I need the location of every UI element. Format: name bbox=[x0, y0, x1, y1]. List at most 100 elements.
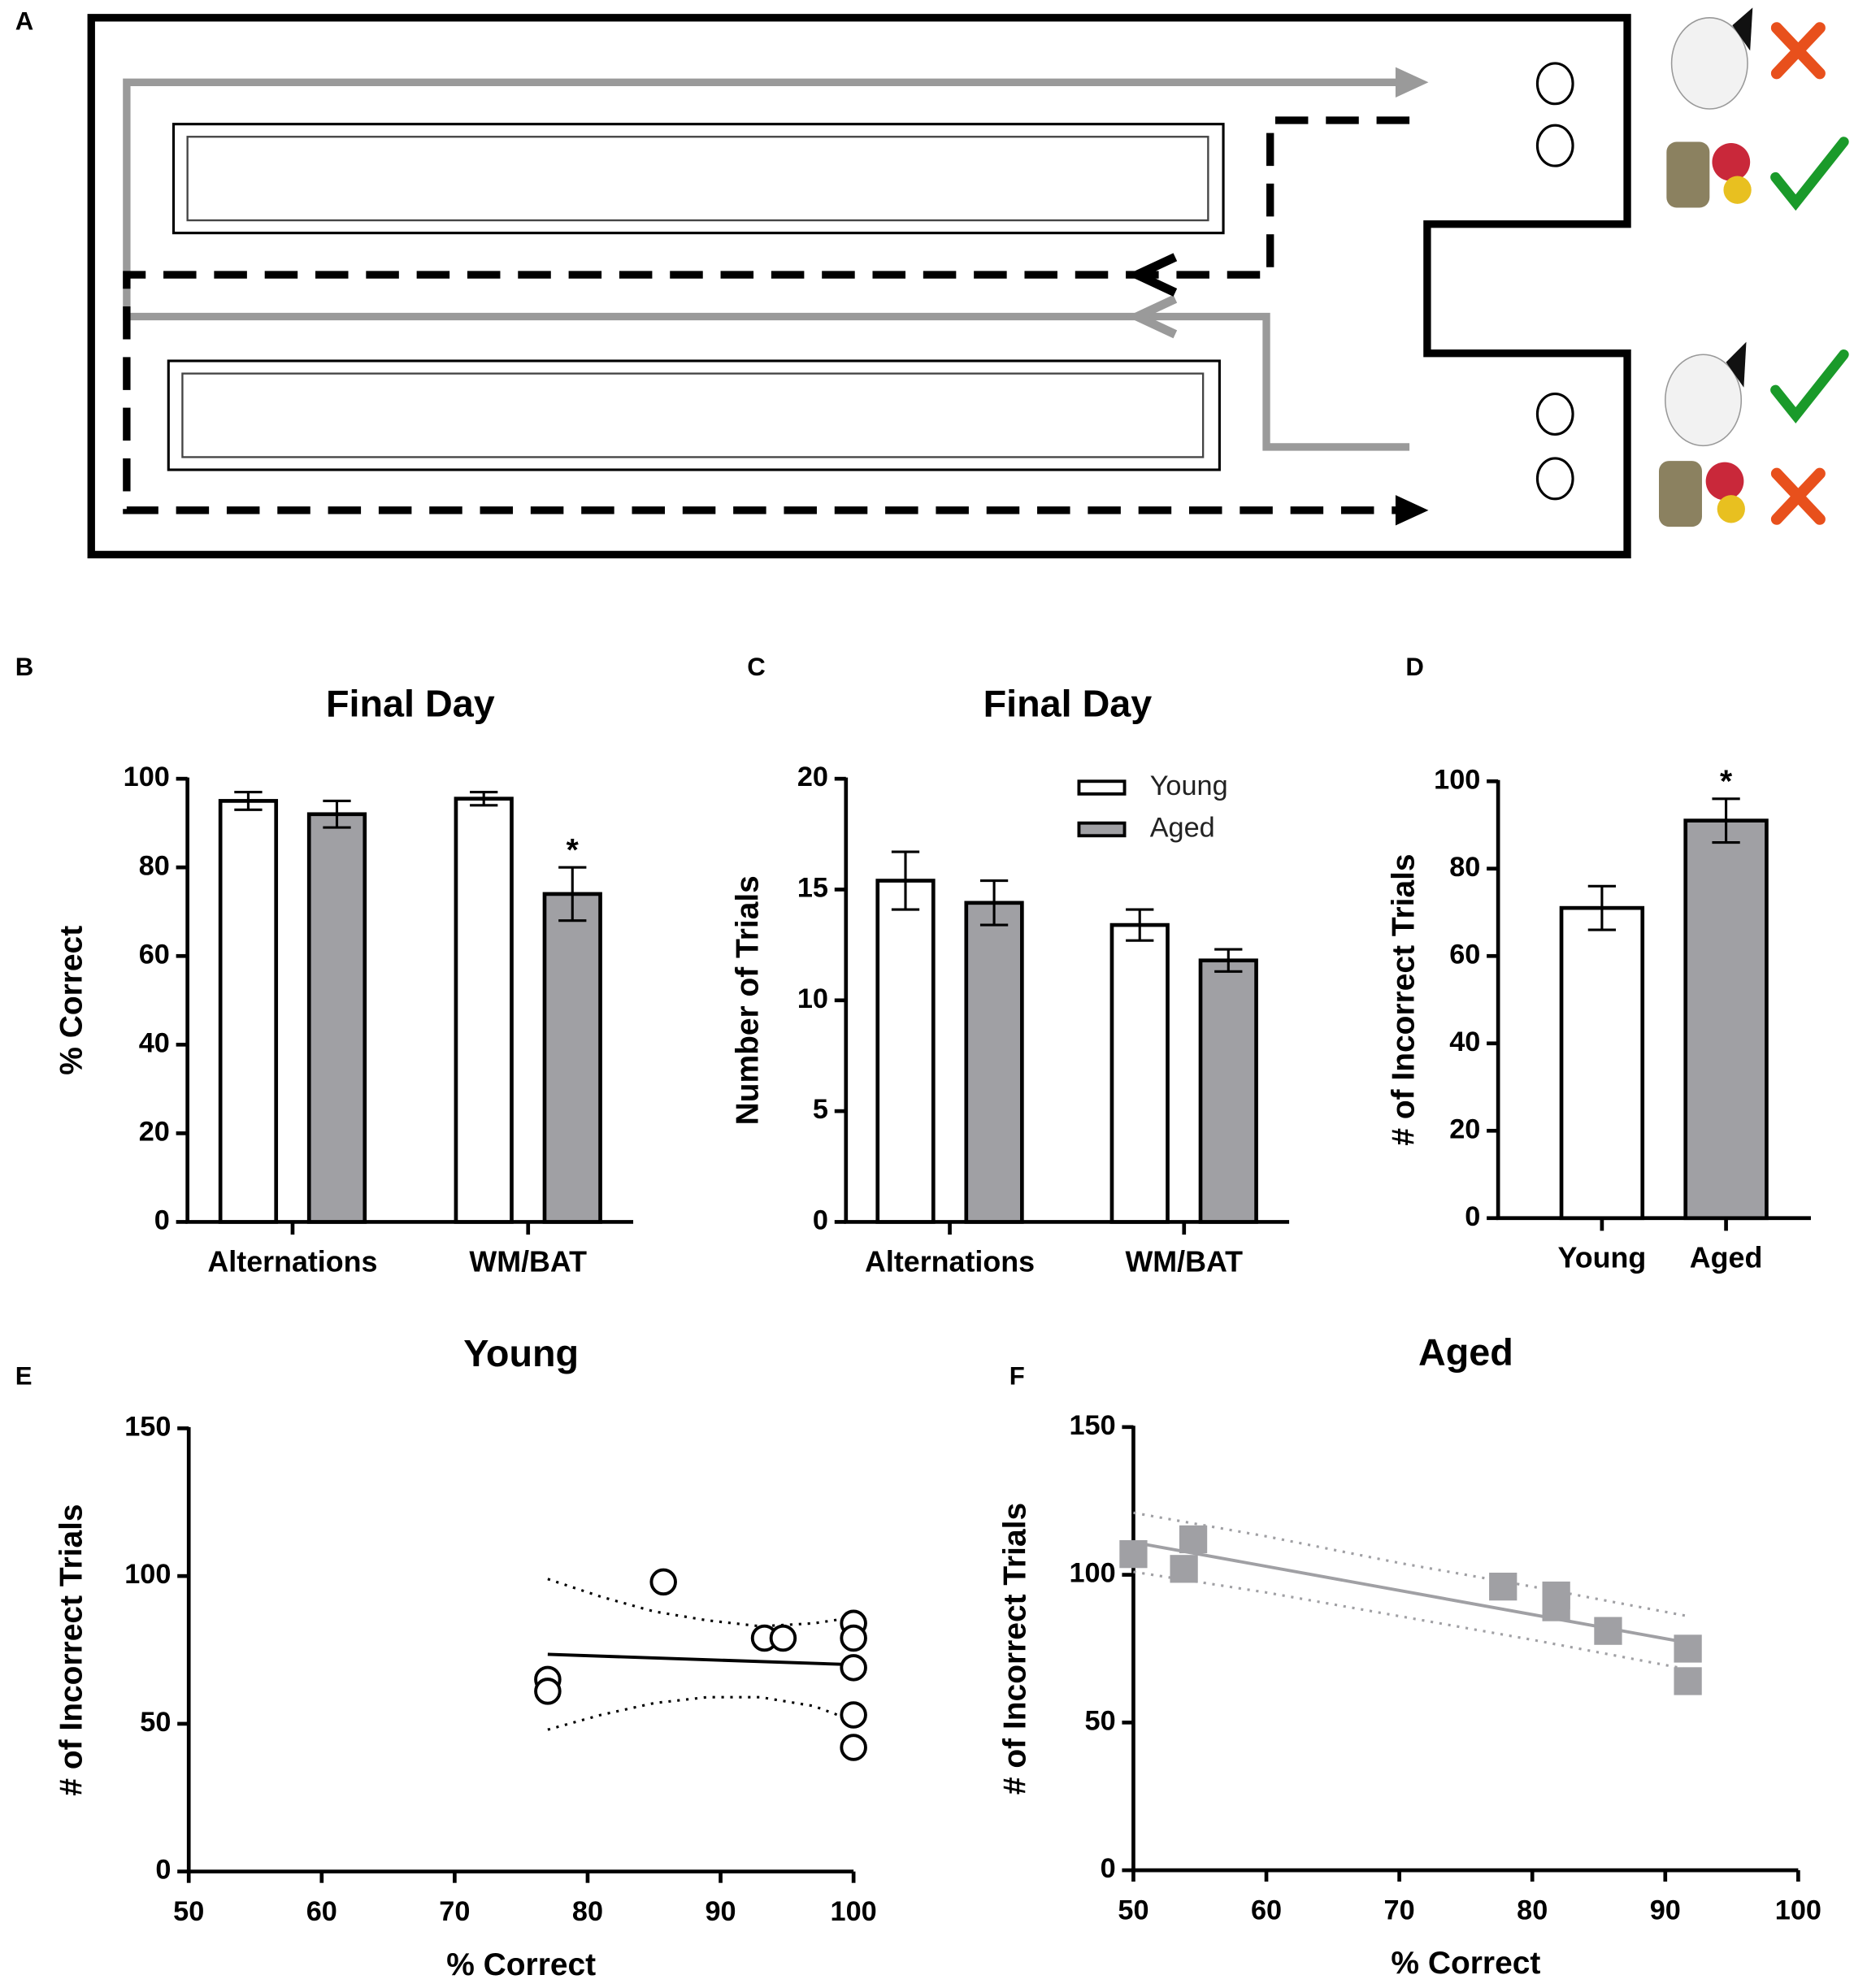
point bbox=[1542, 1593, 1570, 1621]
x-tick-label: 90 bbox=[1650, 1895, 1681, 1926]
y-tick-label: 60 bbox=[1449, 939, 1480, 970]
error-bar bbox=[323, 799, 351, 829]
y-tick-label: 100 bbox=[124, 1559, 171, 1590]
point bbox=[1489, 1572, 1518, 1601]
panel-letter: F bbox=[1009, 1361, 1025, 1390]
legend-label: Young bbox=[1150, 770, 1228, 801]
y-tick-label: 40 bbox=[1449, 1027, 1480, 1057]
confidence-band bbox=[1133, 1570, 1688, 1671]
y-tick-label: 100 bbox=[124, 762, 170, 792]
point bbox=[1119, 1540, 1148, 1569]
maze-outline bbox=[87, 14, 1631, 559]
path-dashed bbox=[123, 116, 1410, 514]
legend-label: Aged bbox=[1150, 813, 1215, 844]
x-axis-label: % Correct bbox=[1391, 1946, 1540, 1981]
arrowhead bbox=[1127, 253, 1178, 297]
confidence-band bbox=[1133, 1511, 1688, 1618]
y-tick-label: 0 bbox=[1465, 1201, 1480, 1232]
y-tick-label: 50 bbox=[140, 1707, 171, 1738]
error-bar bbox=[891, 850, 920, 911]
confidence-band bbox=[547, 1578, 854, 1628]
chart-title: Young bbox=[463, 1332, 579, 1374]
legend-swatch bbox=[1077, 779, 1127, 796]
x-axis-label: % Correct bbox=[446, 1947, 596, 1982]
cross-icon bbox=[1770, 22, 1826, 525]
x-tick-label: 50 bbox=[1118, 1895, 1148, 1926]
x-tick-label: 70 bbox=[1384, 1895, 1415, 1926]
bar bbox=[218, 799, 279, 1224]
regression-line bbox=[547, 1652, 854, 1667]
legend-swatch bbox=[1077, 821, 1127, 838]
food-well bbox=[1535, 124, 1574, 167]
point bbox=[1179, 1525, 1208, 1554]
point bbox=[534, 1678, 562, 1705]
y-tick-label: 80 bbox=[139, 850, 170, 881]
point bbox=[1594, 1617, 1622, 1645]
y-tick-label: 0 bbox=[813, 1205, 828, 1235]
y-tick-label: 150 bbox=[124, 1411, 171, 1442]
x-tick-label: 100 bbox=[831, 1896, 877, 1927]
point bbox=[1674, 1634, 1702, 1663]
y-tick-label: 15 bbox=[797, 873, 828, 904]
y-axis-label: # of Incorrect Trials bbox=[54, 1504, 89, 1795]
error-bar bbox=[1712, 797, 1740, 844]
bar bbox=[964, 901, 1024, 1224]
chart-title: Aged bbox=[1418, 1330, 1513, 1373]
path-gray bbox=[123, 78, 1410, 451]
arrowhead bbox=[1395, 495, 1429, 526]
x-tick-label: Alternations bbox=[865, 1245, 1035, 1278]
y-tick-label: 100 bbox=[1069, 1558, 1115, 1589]
food-well bbox=[1535, 392, 1574, 436]
bar bbox=[1683, 818, 1769, 1221]
point bbox=[769, 1624, 797, 1652]
y-tick-label: 0 bbox=[155, 1855, 171, 1886]
arrowhead bbox=[1395, 67, 1429, 98]
chart-panel: B Final Day % Correct 0 20 40 60 80 100 Alternati… bbox=[15, 653, 634, 1278]
maze-wall-inner bbox=[186, 136, 1209, 222]
x-tick-label: 90 bbox=[705, 1896, 736, 1927]
object-icon bbox=[1659, 7, 1753, 527]
point bbox=[1674, 1667, 1702, 1695]
error-bar bbox=[558, 866, 587, 922]
x-tick-label: 100 bbox=[1775, 1895, 1821, 1926]
maze-diagram: A bbox=[15, 7, 1849, 559]
x-tick-label: 50 bbox=[173, 1896, 204, 1927]
y-axis-label: # of Incorrect Trials bbox=[997, 1503, 1032, 1795]
y-tick-label: 20 bbox=[1449, 1113, 1480, 1144]
y-tick-label: 10 bbox=[797, 983, 828, 1014]
significance-star: * bbox=[567, 833, 580, 868]
point bbox=[1170, 1555, 1198, 1583]
y-axis-label: % Correct bbox=[54, 926, 89, 1075]
food-well bbox=[1535, 457, 1574, 501]
panel-letter: E bbox=[15, 1361, 33, 1390]
bar bbox=[454, 797, 514, 1224]
error-bar bbox=[1587, 884, 1617, 931]
chart-title: Final Day bbox=[326, 683, 495, 725]
x-tick-label: Aged bbox=[1690, 1242, 1763, 1274]
x-tick-label: WM/BAT bbox=[1125, 1245, 1243, 1278]
bar bbox=[542, 892, 602, 1224]
x-tick-label: 60 bbox=[306, 1896, 337, 1927]
point bbox=[649, 1568, 677, 1596]
panel-letter: D bbox=[1405, 653, 1423, 681]
point bbox=[840, 1624, 867, 1652]
confidence-band bbox=[547, 1695, 854, 1731]
y-tick-label: 40 bbox=[139, 1027, 170, 1058]
y-tick-label: 20 bbox=[797, 762, 828, 792]
y-tick-label: 100 bbox=[1434, 764, 1480, 795]
bar bbox=[1109, 922, 1170, 1224]
y-tick-label: 50 bbox=[1085, 1705, 1116, 1736]
point bbox=[840, 1701, 867, 1729]
arrowhead bbox=[1127, 294, 1178, 339]
y-tick-label: 80 bbox=[1449, 852, 1480, 883]
bar bbox=[875, 879, 936, 1224]
y-tick-label: 0 bbox=[154, 1205, 170, 1235]
panel-letter: C bbox=[747, 653, 766, 681]
y-tick-label: 60 bbox=[139, 939, 170, 970]
x-tick-label: WM/BAT bbox=[469, 1245, 587, 1278]
food-well bbox=[1535, 62, 1574, 106]
check-icon bbox=[1770, 137, 1849, 424]
chart-panel: C Final Day Number of Trials 0 5 10 15 20 Altern… bbox=[731, 653, 1290, 1278]
